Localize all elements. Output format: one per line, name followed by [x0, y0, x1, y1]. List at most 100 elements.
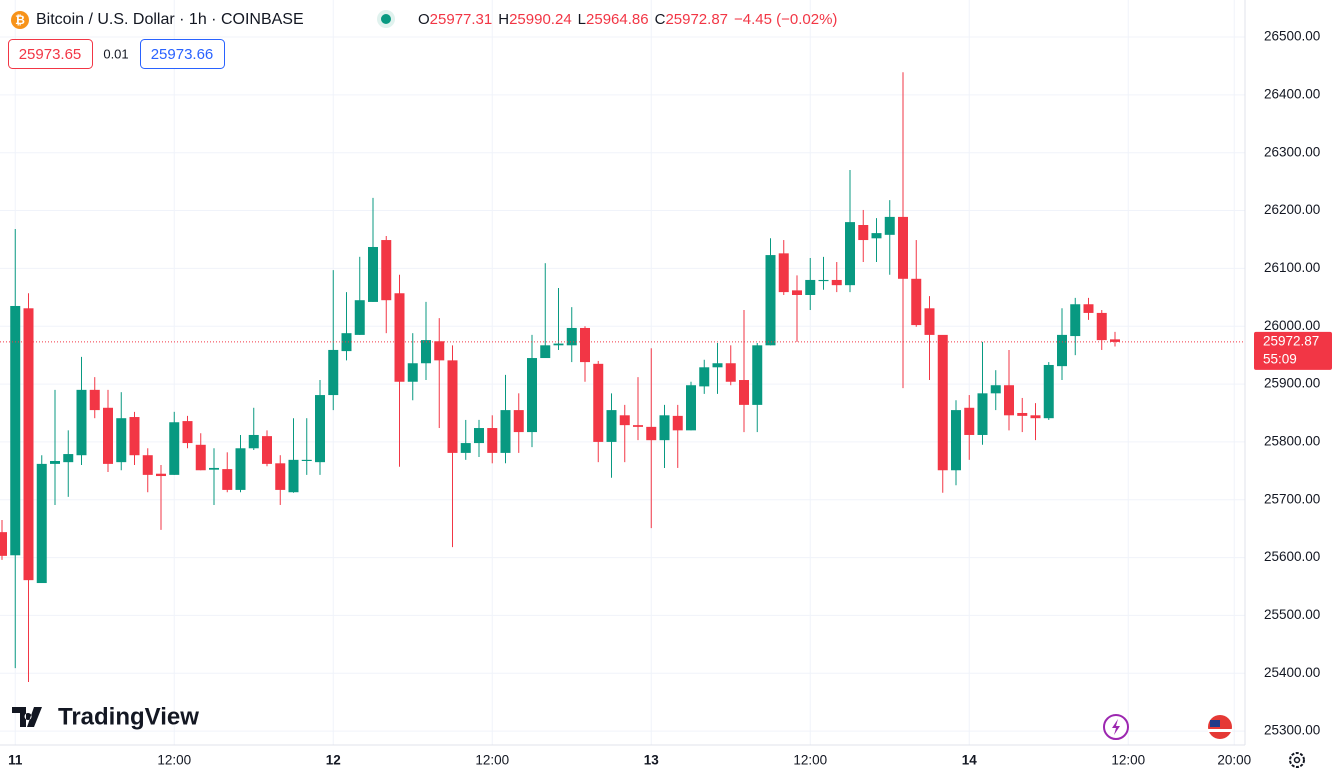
candle-body [898, 216, 908, 279]
axes: 25300.00 25400.00 25500.00 25600.00 25700.00… [8, 29, 1320, 768]
brand-logo: TradingView [12, 703, 199, 730]
y-tick-label: 25900.00 [1264, 376, 1320, 391]
btc-icon-glyph: ₿ [15, 13, 25, 27]
x-tick-label: 12:00 [793, 753, 827, 768]
grid [0, 0, 1245, 745]
candle-body [686, 385, 696, 431]
candle-body [739, 380, 749, 405]
legend-part: H [498, 11, 509, 28]
countdown: 55:09 [1263, 351, 1297, 366]
candles [0, 72, 1245, 682]
settings-icon [1293, 756, 1301, 764]
candle-body [805, 279, 816, 295]
candle-body [394, 293, 405, 382]
candle-body [990, 385, 1001, 394]
buy-price: 25973.66 [151, 46, 214, 63]
candle-body [50, 460, 60, 464]
y-tick-label: 25800.00 [1264, 433, 1320, 448]
y-tick-label: 26400.00 [1264, 86, 1320, 101]
candle-body [103, 407, 113, 464]
x-tick-label: 11 [8, 753, 23, 768]
legend-part: 25972.87 [665, 11, 728, 28]
candle-body [831, 279, 842, 286]
candle-body [301, 459, 312, 461]
candle-body [580, 327, 590, 363]
spread: 0.01 [103, 46, 128, 61]
candle-body [421, 340, 431, 364]
candle-body [407, 363, 418, 382]
candle-body [1096, 312, 1107, 341]
legend-part: O [418, 11, 430, 28]
candle-body [911, 278, 922, 326]
candle-body [381, 240, 392, 301]
candle-body [354, 300, 365, 335]
candle-body [527, 358, 537, 433]
legend-part: 25990.24 [509, 11, 572, 28]
flag-canton [1210, 720, 1220, 727]
last-price-label: 25972.87 [1263, 333, 1319, 348]
candle-body [858, 225, 869, 241]
candle-body [633, 425, 643, 427]
y-tick-label: 26100.00 [1264, 260, 1320, 275]
buy-button[interactable] [140, 39, 225, 69]
logo-icon [12, 707, 42, 727]
candle-body [659, 415, 670, 441]
events-icon [1112, 719, 1120, 735]
candle-body [36, 463, 47, 584]
candle-body [845, 222, 855, 286]
y-tick-label: 25300.00 [1264, 723, 1320, 738]
candle-body [1030, 415, 1041, 419]
candle-body [76, 389, 87, 456]
last-price-box [1254, 331, 1332, 370]
candle-body [778, 253, 789, 293]
legend-part: C [655, 11, 666, 28]
candle-body [222, 469, 233, 490]
candle-body [474, 428, 484, 444]
candle-body [328, 349, 339, 396]
candle-body [619, 415, 630, 426]
x-tick-label: 14 [962, 753, 978, 768]
candle-body [460, 443, 471, 453]
ohlc-legend: O25977.31 H25990.24 L25964.86 C25972.87 −4.4… [418, 11, 837, 28]
sell-price: 25973.65 [19, 46, 82, 63]
candle-body [566, 327, 577, 346]
candle-body [725, 363, 736, 382]
candle-body [156, 473, 166, 477]
candle-body [977, 393, 988, 435]
candle-body [89, 389, 100, 411]
candle-body [1043, 364, 1054, 419]
y-tick-label: 25700.00 [1264, 491, 1320, 506]
candle-body [1017, 412, 1028, 416]
candle-body [752, 345, 763, 405]
candle-body [951, 410, 961, 471]
candle-body [129, 417, 140, 456]
candle-body [10, 305, 21, 556]
legend-part: 25964.86 [586, 11, 649, 28]
candle-body [63, 454, 74, 463]
candle-body [368, 246, 378, 302]
flag-stripe [1208, 729, 1232, 732]
candle-body [884, 216, 895, 235]
candle-body [765, 255, 776, 346]
candle-body [262, 436, 272, 464]
candle-body [275, 463, 286, 490]
candle-body [1004, 385, 1014, 416]
candle-body [182, 421, 193, 444]
y-tick-label: 25500.00 [1264, 607, 1320, 622]
y-tick-label: 25400.00 [1264, 665, 1320, 680]
last-price-tag: 25972.87 55:09 [1254, 331, 1332, 370]
y-tick-label: 26300.00 [1264, 144, 1320, 159]
x-tick-label: 12:00 [157, 753, 191, 768]
x-tick-label: 12 [326, 753, 341, 768]
candle-body [792, 290, 802, 295]
candle-body [500, 410, 511, 453]
candle-body [513, 410, 524, 433]
candle-body [964, 407, 975, 435]
legend-part: L [578, 11, 586, 28]
candle-body [209, 467, 219, 470]
candle-body [235, 448, 246, 490]
x-tick-label: 13 [644, 753, 660, 768]
sell-button[interactable] [8, 39, 93, 69]
candle-body [553, 343, 564, 346]
settings-button[interactable] [1289, 752, 1305, 768]
